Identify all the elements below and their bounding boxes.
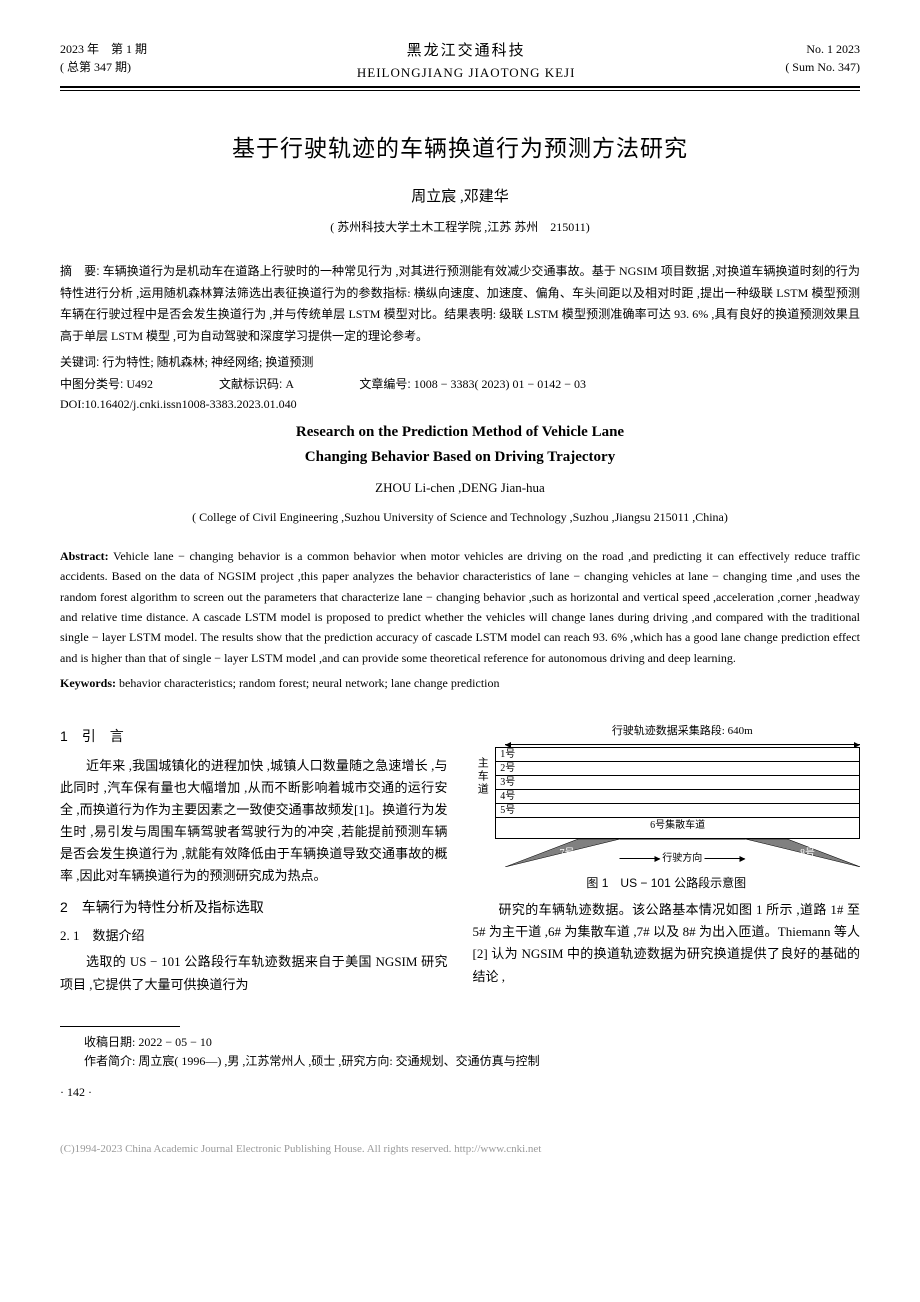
section-1-heading: 1 引 言: [60, 725, 448, 749]
meta-line: 中图分类号: U492 文献标识码: A 文章编号: 1008 − 3383( …: [60, 375, 860, 393]
lane-3: 3号: [496, 776, 859, 790]
lane-4: 4号: [496, 790, 859, 804]
page-number: · 142 ·: [60, 1083, 860, 1101]
header-left: 2023 年 第 1 期 ( 总第 347 期): [60, 40, 147, 76]
header-center: 黑龙江交通科技 HEILONGJIANG JIAOTONG KEJI: [357, 40, 576, 82]
right-column: 行驶轨迹数据采集路段: 640m 主车道 1号 2号 3号 4号 5号 6号集散…: [473, 717, 861, 995]
header-right: No. 1 2023 ( Sum No. 347): [785, 40, 860, 76]
author-bio: 作者简介: 周立宸( 1996—) ,男 ,江苏常州人 ,硕士 ,研究方向: 交…: [60, 1052, 860, 1071]
abstract-en: Abstract: Vehicle lane − changing behavi…: [60, 546, 860, 668]
author-bio-label: 作者简介:: [84, 1054, 135, 1068]
road-diagram: 行驶轨迹数据采集路段: 640m 主车道 1号 2号 3号 4号 5号 6号集散…: [473, 722, 861, 867]
author-bio-text: 周立宸( 1996—) ,男 ,江苏常州人 ,硕士 ,研究方向: 交通规划、交通…: [138, 1054, 539, 1068]
header-no: No. 1 2023: [785, 40, 860, 58]
body-columns: 1 引 言 近年来 ,我国城镇化的进程加快 ,城镇人口数量随之急速增长 ,与此同…: [60, 717, 860, 995]
ramp-7-label: 7号: [560, 845, 575, 862]
fig1-top-label: 行驶轨迹数据采集路段: 640m: [505, 722, 861, 741]
clc-value: U492: [126, 377, 153, 391]
fig1-side-label: 主车道: [473, 747, 496, 839]
fig1-direction: 行驶方向: [620, 850, 745, 867]
fig1-extent-arrow: [505, 744, 861, 745]
keywords-en-text: behavior characteristics; random forest;…: [119, 676, 500, 690]
abstract-cn-label: 摘 要:: [60, 264, 100, 278]
footer-separator: [60, 1026, 180, 1027]
figure-1-caption: 图 1 US − 101 公路段示意图: [473, 873, 861, 893]
abstract-en-text: Vehicle lane − changing behavior is a co…: [60, 549, 860, 665]
fig1-lanes: 1号 2号 3号 4号 5号 6号集散车道: [495, 747, 860, 839]
fig1-ramps: 7号 8号 行驶方向: [505, 839, 861, 867]
abstract-cn: 摘 要: 车辆换道行为是机动车在道路上行驶时的一种常见行为 ,对其进行预测能有效…: [60, 261, 860, 347]
lane-6: 6号集散车道: [496, 818, 859, 838]
figure-1: 行驶轨迹数据采集路段: 640m 主车道 1号 2号 3号 4号 5号 6号集散…: [473, 722, 861, 893]
keywords-cn: 关键词: 行为特性; 随机森林; 神经网络; 换道预测: [60, 353, 860, 371]
received-date: 收稿日期: 2022 − 05 − 10: [60, 1033, 860, 1052]
abstract-en-label: Abstract:: [60, 549, 109, 563]
article-title-en-line1: Research on the Prediction Method of Veh…: [60, 421, 860, 444]
copyright-line: (C)1994-2023 China Academic Journal Elec…: [60, 1141, 860, 1158]
authors-en: ZHOU Li-chen ,DENG Jian-hua: [60, 478, 860, 498]
direction-arrow-icon: [705, 858, 745, 859]
lane-1: 1号: [496, 748, 859, 762]
received-label: 收稿日期:: [84, 1035, 135, 1049]
clc-label: 中图分类号:: [60, 377, 123, 391]
direction-text: 行驶方向: [662, 853, 702, 864]
doi: DOI:10.16402/j.cnki.issn1008-3383.2023.0…: [60, 395, 860, 413]
left-column: 1 引 言 近年来 ,我国城镇化的进程加快 ,城镇人口数量随之急速增长 ,与此同…: [60, 717, 448, 995]
abstract-cn-text: 车辆换道行为是机动车在道路上行驶时的一种常见行为 ,对其进行预测能有效减少交通事…: [60, 264, 860, 343]
header-sum-no: ( Sum No. 347): [785, 58, 860, 76]
header-year-issue: 2023 年 第 1 期: [60, 40, 147, 58]
affiliation-cn: ( 苏州科技大学土木工程学院 ,江苏 苏州 215011): [60, 218, 860, 236]
keywords-cn-text: 行为特性; 随机森林; 神经网络; 换道预测: [102, 355, 313, 369]
ramp-8-label: 8号: [800, 845, 815, 862]
affiliation-en: ( College of Civil Engineering ,Suzhou U…: [60, 508, 860, 526]
direction-arrow-icon: [620, 858, 660, 859]
lane-6-label: 6号集散车道: [650, 820, 705, 832]
section-2-1-heading: 2. 1 数据介绍: [60, 925, 448, 947]
doccode-label: 文献标识码:: [219, 377, 282, 391]
section-2-1-para: 选取的 US − 101 公路段行车轨迹数据来自于美国 NGSIM 研究项目 ,…: [60, 951, 448, 995]
doccode-value: A: [285, 377, 293, 391]
authors-cn: 周立宸 ,邓建华: [60, 186, 860, 209]
article-title-en-line2: Changing Behavior Based on Driving Traje…: [60, 446, 860, 469]
received-value: 2022 − 05 − 10: [138, 1035, 212, 1049]
page-header: 2023 年 第 1 期 ( 总第 347 期) 黑龙江交通科技 HEILONG…: [60, 40, 860, 82]
section-2-heading: 2 车辆行为特性分析及指标选取: [60, 896, 448, 920]
header-divider: [60, 86, 860, 91]
journal-name-cn: 黑龙江交通科技: [357, 40, 576, 63]
lane-2: 2号: [496, 762, 859, 776]
right-col-para: 研究的车辆轨迹数据。该公路基本情况如图 1 所示 ,道路 1# 至 5# 为主干…: [473, 899, 861, 987]
journal-name-pinyin: HEILONGJIANG JIAOTONG KEJI: [357, 63, 576, 83]
keywords-en: Keywords: behavior characteristics; rand…: [60, 674, 860, 692]
header-total-issue: ( 总第 347 期): [60, 58, 147, 76]
artno-value: 1008 − 3383( 2023) 01 − 0142 − 03: [414, 377, 586, 391]
keywords-en-label: Keywords:: [60, 676, 116, 690]
article-title-cn: 基于行驶轨迹的车辆换道行为预测方法研究: [60, 131, 860, 166]
keywords-cn-label: 关键词:: [60, 355, 99, 369]
lane-5: 5号: [496, 804, 859, 818]
artno-label: 文章编号:: [359, 377, 410, 391]
section-1-para: 近年来 ,我国城镇化的进程加快 ,城镇人口数量随之急速增长 ,与此同时 ,汽车保…: [60, 755, 448, 888]
